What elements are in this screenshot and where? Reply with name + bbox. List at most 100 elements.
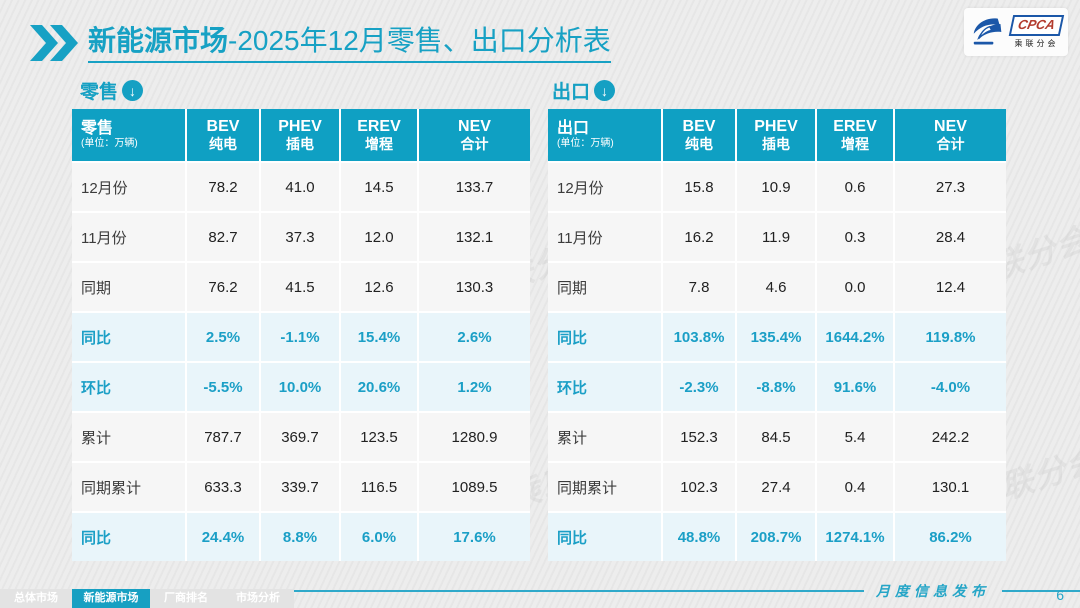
row-label: 同比 [72, 513, 185, 561]
cell-value: 132.1 [419, 213, 530, 261]
row-label: 累计 [72, 413, 185, 461]
row-label: 11月份 [548, 213, 661, 261]
nav-tab-oem-ranking[interactable]: 厂商排名 [150, 589, 222, 608]
cell-value: 0.4 [817, 463, 893, 511]
col-en: NEV [458, 117, 491, 135]
cell-value: 48.8% [663, 513, 735, 561]
cell-value: 208.7% [737, 513, 815, 561]
table-row: 同期累计 102.3 27.4 0.4 130.1 [548, 463, 1006, 511]
corner-unit: (单位：万辆) [557, 138, 614, 150]
cell-value: -2.3% [663, 363, 735, 411]
cell-value: 15.8 [663, 163, 735, 211]
double-chevron-icon [30, 25, 78, 62]
cell-value: 123.5 [341, 413, 417, 461]
corner-title: 零售 [81, 120, 114, 138]
page-title-bold: 新能源市场 [88, 25, 229, 56]
retail-table-body: 12月份 78.2 41.0 14.5 133.7 11月份 82.7 37.3 12.0 132… [72, 163, 530, 561]
col-cn: 合计 [460, 136, 489, 153]
col-cn: 增程 [841, 136, 869, 153]
table-row: 同比 24.4% 8.8% 6.0% 17.6% [72, 513, 530, 561]
row-label: 同期 [548, 263, 661, 311]
page-title: 新能源市场-2025年12月零售、出口分析表 [88, 24, 611, 63]
page-number: 6 [1056, 587, 1064, 603]
cell-value: 242.2 [895, 413, 1006, 461]
cell-value: 78.2 [187, 163, 259, 211]
column-header: PHEV 插电 [261, 109, 339, 161]
nav-tab-nev-market-active[interactable]: 新能源市场 [72, 589, 150, 608]
cell-value: -4.0% [895, 363, 1006, 411]
cell-value: 82.7 [187, 213, 259, 261]
cpca-abbr: CPCA [1008, 15, 1065, 36]
cell-value: 84.5 [737, 413, 815, 461]
col-cn: 插电 [762, 136, 790, 153]
footer-caption: 月度信息发布 [876, 584, 990, 600]
col-en: PHEV [754, 117, 798, 135]
nav-tab-market-analysis[interactable]: 市场分析 [222, 589, 294, 608]
cell-value: -8.8% [737, 363, 815, 411]
cpca-logo-text: CPCA 乘联分会 [1008, 15, 1065, 49]
cell-value: 130.1 [895, 463, 1006, 511]
cell-value: 10.9 [737, 163, 815, 211]
bottom-nav: 总体市场 新能源市场 厂商排名 市场分析 [0, 589, 294, 608]
row-label: 同比 [548, 513, 661, 561]
cell-value: 116.5 [341, 463, 417, 511]
cell-value: 633.3 [187, 463, 259, 511]
cell-value: 15.4% [341, 313, 417, 361]
cell-value: 37.3 [261, 213, 339, 261]
cell-value: 28.4 [895, 213, 1006, 261]
table-row: 11月份 16.2 11.9 0.3 28.4 [548, 213, 1006, 261]
cell-value: -5.5% [187, 363, 259, 411]
row-label: 11月份 [72, 213, 185, 261]
col-en: EREV [357, 117, 401, 135]
cell-value: 16.2 [663, 213, 735, 261]
corner-header-cell: 零售 (单位：万辆) [72, 109, 185, 161]
cell-value: 0.3 [817, 213, 893, 261]
down-arrow-icon: ↓ [122, 80, 144, 101]
table-row: 环比 -5.5% 10.0% 20.6% 1.2% [72, 363, 530, 411]
cell-value: 17.6% [419, 513, 530, 561]
cell-value: 5.4 [817, 413, 893, 461]
nav-tab-overall-market[interactable]: 总体市场 [0, 589, 72, 608]
row-label: 12月份 [72, 163, 185, 211]
cell-value: 8.8% [261, 513, 339, 561]
cell-value: 369.7 [261, 413, 339, 461]
row-label: 环比 [548, 363, 661, 411]
corner-title: 出口 [557, 120, 590, 138]
cell-value: 27.4 [737, 463, 815, 511]
column-header: BEV 纯电 [663, 109, 735, 161]
retail-section-label: 零售 ↓ [80, 77, 144, 104]
table-row: 同比 2.5% -1.1% 15.4% 2.6% [72, 313, 530, 361]
col-cn: 增程 [365, 136, 393, 153]
cell-value: 0.0 [817, 263, 893, 311]
table-row: 同比 48.8% 208.7% 1274.1% 86.2% [548, 513, 1006, 561]
row-label: 同期累计 [72, 463, 185, 511]
page-title-rest: -2025年12月零售、出口分析表 [228, 25, 611, 56]
cell-value: 135.4% [737, 313, 815, 361]
cell-value: 2.5% [187, 313, 259, 361]
cell-value: 12.0 [341, 213, 417, 261]
table-row: 累计 152.3 84.5 5.4 242.2 [548, 413, 1006, 461]
table-row: 12月份 78.2 41.0 14.5 133.7 [72, 163, 530, 211]
retail-section-text: 零售 [80, 82, 119, 103]
cell-value: 133.7 [419, 163, 530, 211]
cell-value: 1644.2% [817, 313, 893, 361]
table-row: 同期 7.8 4.6 0.0 12.4 [548, 263, 1006, 311]
cell-value: 12.4 [895, 263, 1006, 311]
cpca-logo: CPCA 乘联分会 [964, 8, 1068, 56]
row-label: 累计 [548, 413, 661, 461]
col-cn: 合计 [936, 136, 965, 153]
retail-table: 零售 (单位：万辆) BEV 纯电 PHEV 插电 EREV 增程 NEV 合计… [72, 109, 530, 561]
cell-value: 7.8 [663, 263, 735, 311]
column-header: EREV 增程 [341, 109, 417, 161]
row-label: 同比 [72, 313, 185, 361]
slide-header: 新能源市场-2025年12月零售、出口分析表 [30, 24, 611, 63]
cell-value: 2.6% [419, 313, 530, 361]
footer-rule: 月度信息发布 [0, 581, 1080, 601]
table-row: 同比 103.8% 135.4% 1644.2% 119.8% [548, 313, 1006, 361]
cell-value: 41.5 [261, 263, 339, 311]
col-en: BEV [682, 117, 716, 135]
export-table: 出口 (单位：万辆) BEV 纯电 PHEV 插电 EREV 增程 NEV 合计… [548, 109, 1006, 561]
row-label: 同期 [72, 263, 185, 311]
cell-value: 152.3 [663, 413, 735, 461]
